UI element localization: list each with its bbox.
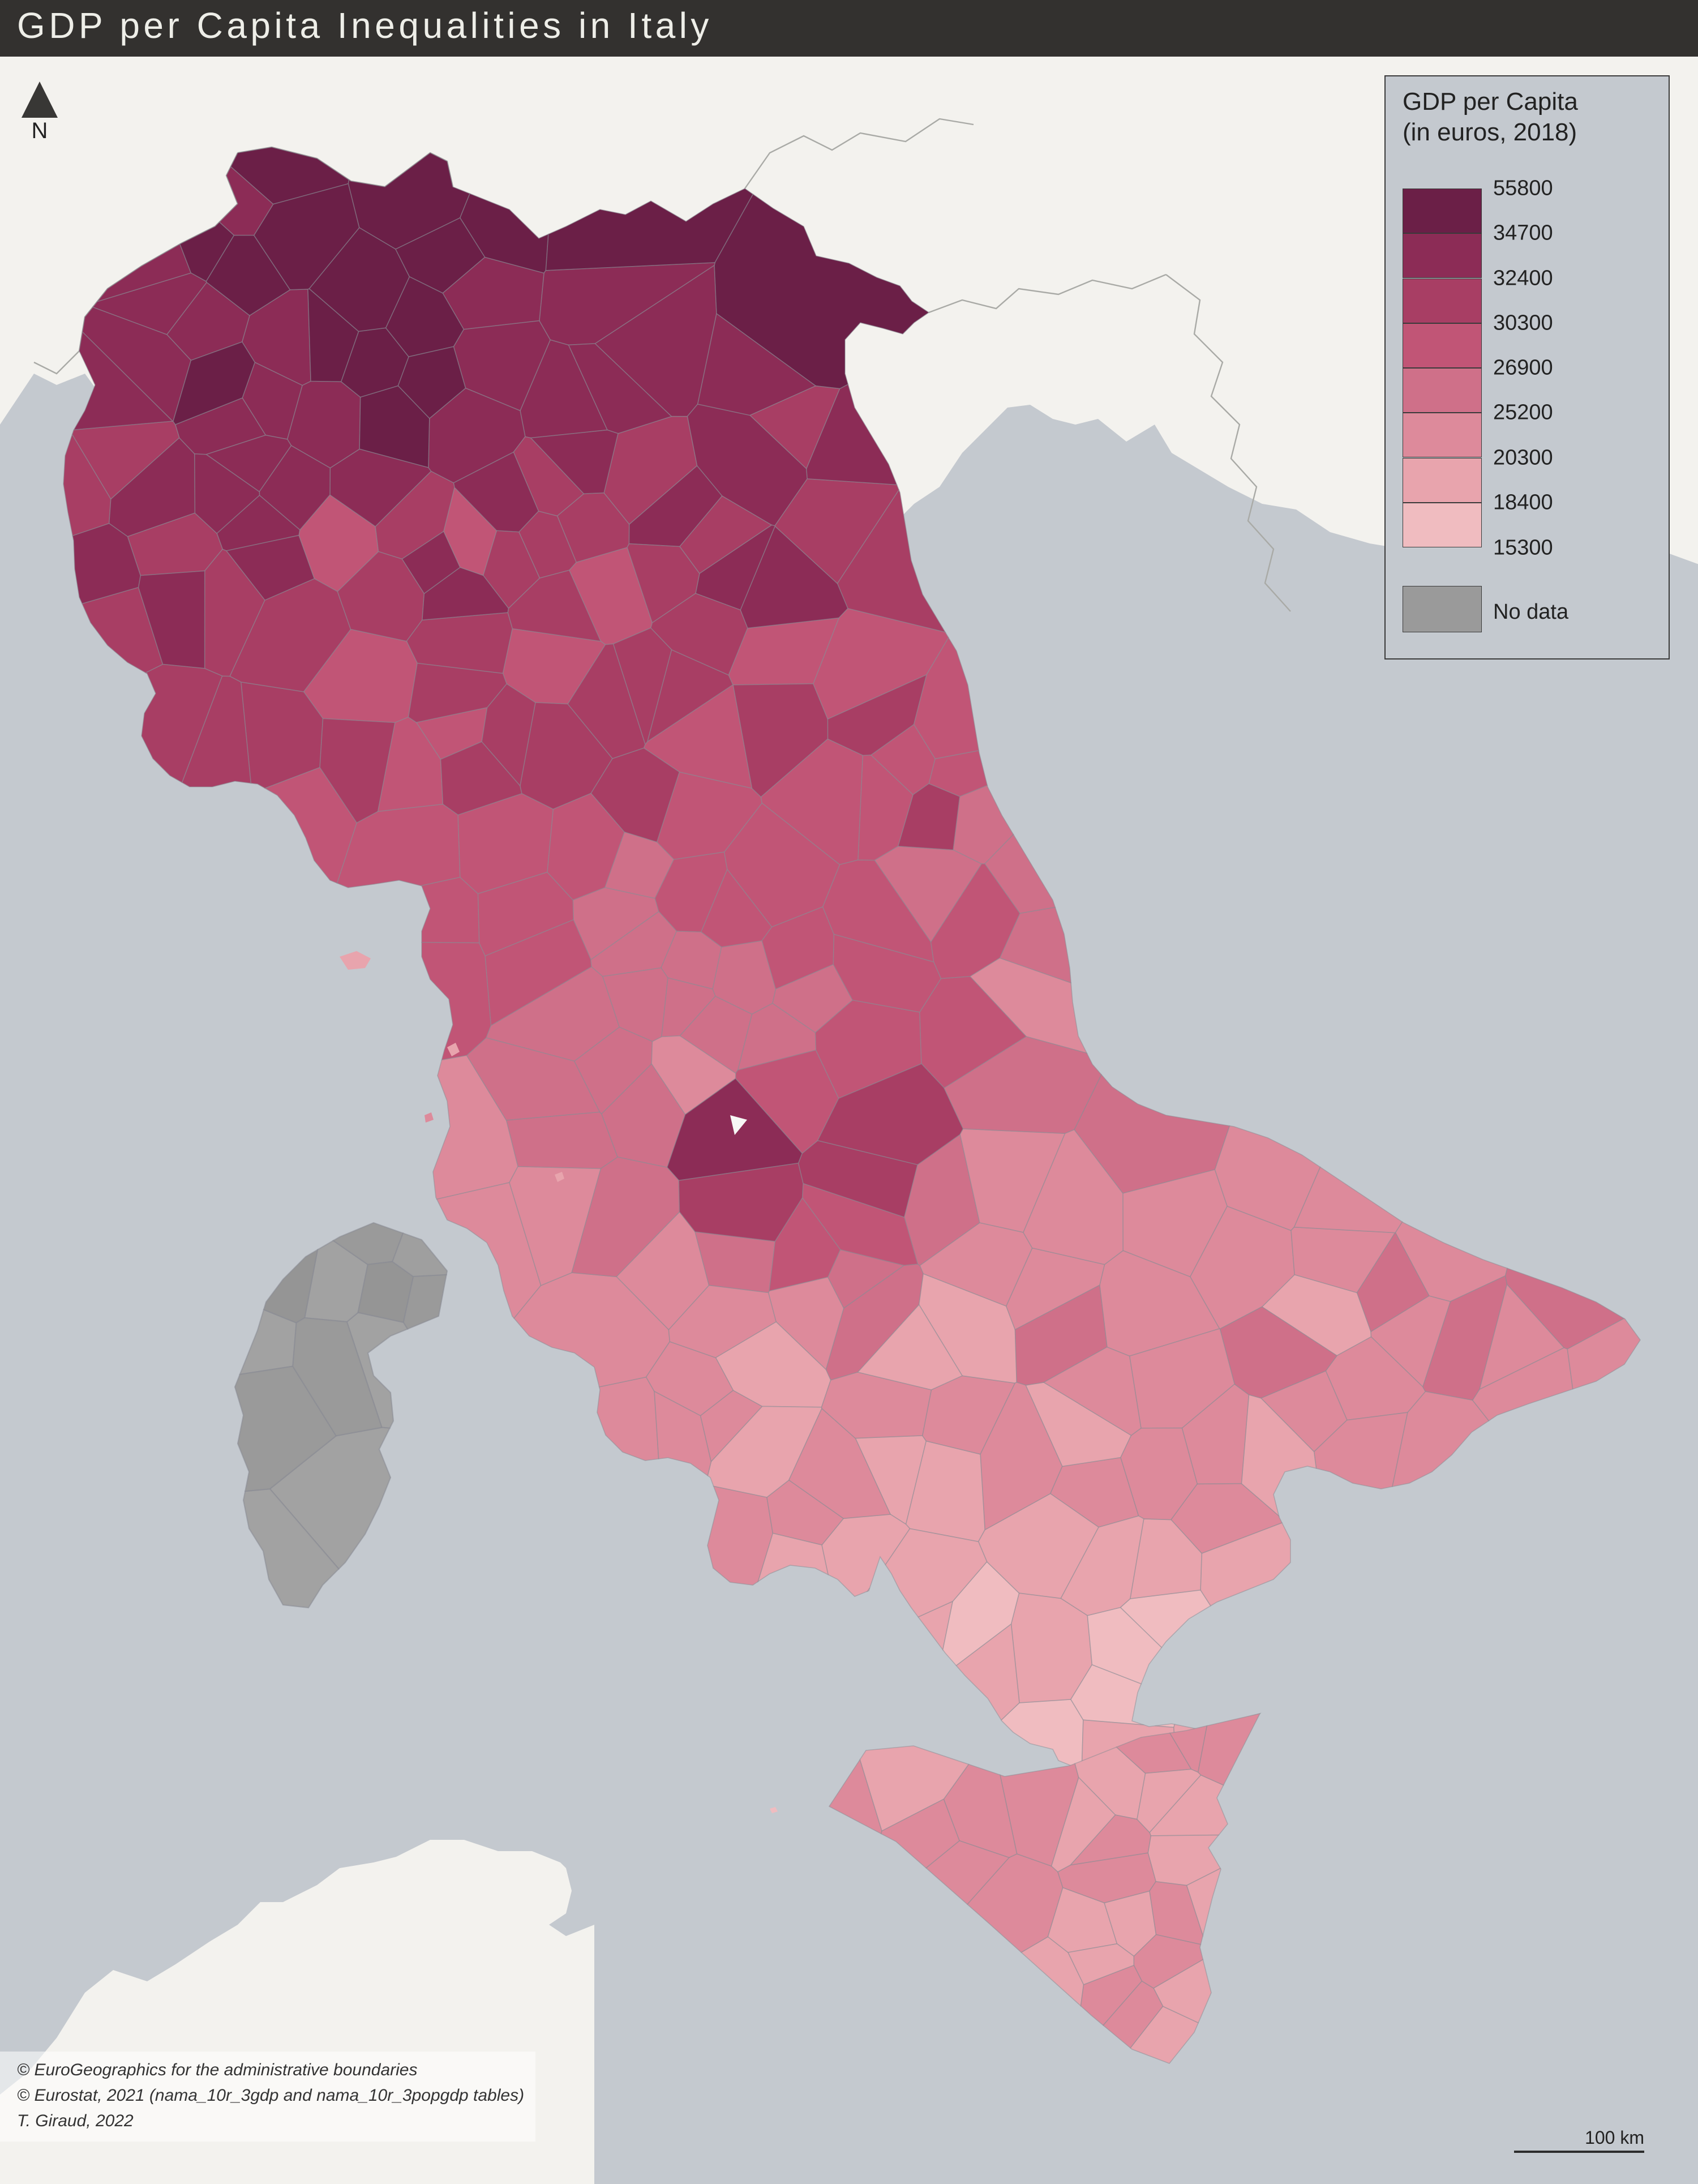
svg-text:N: N (32, 118, 48, 142)
